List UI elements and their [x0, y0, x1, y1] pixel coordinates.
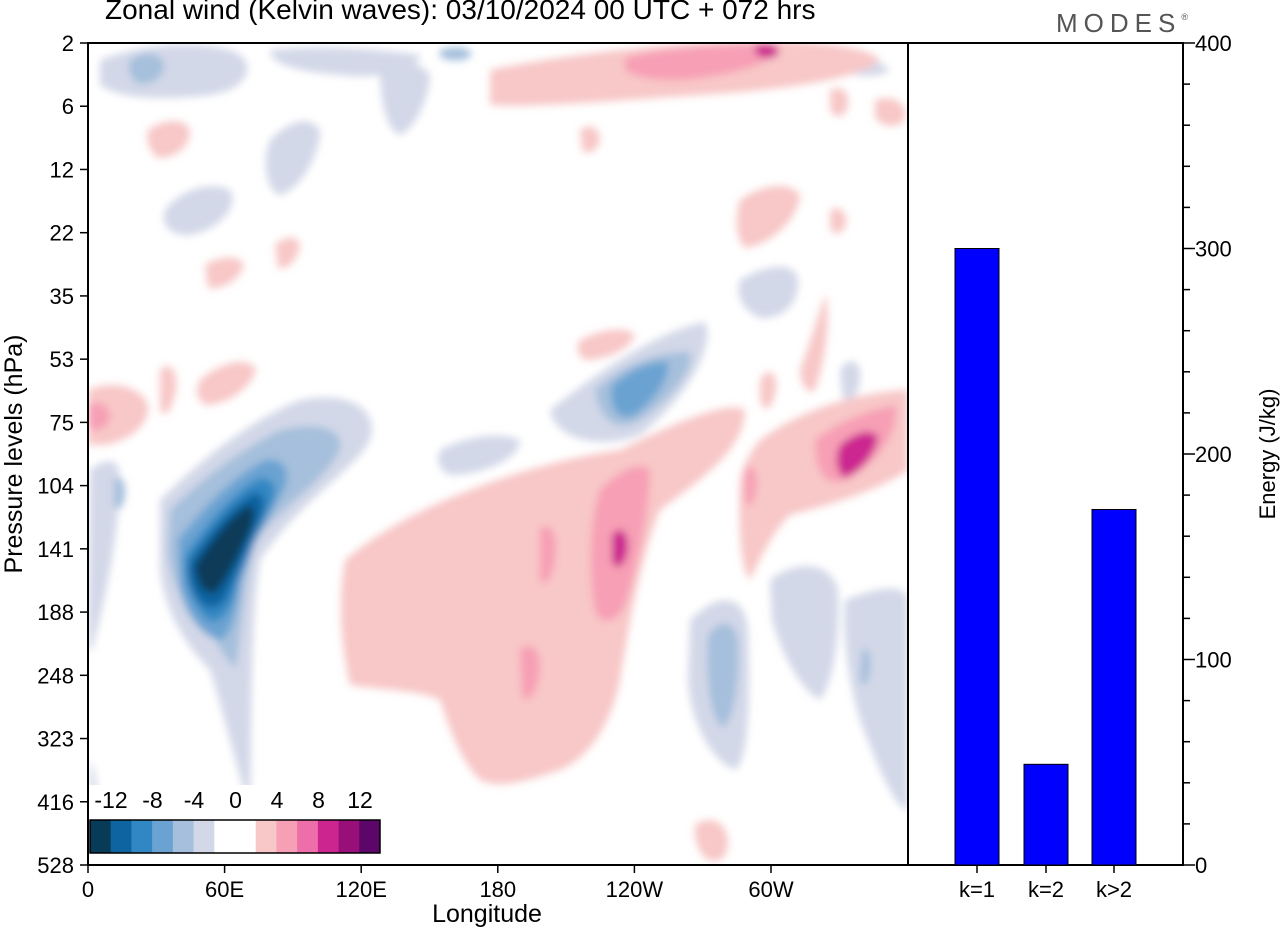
- y-tick-label: 104: [37, 474, 74, 499]
- brand-mark: ®: [1181, 12, 1188, 22]
- y-tick-label: 323: [37, 727, 74, 752]
- y-tick-label: 141: [37, 537, 74, 562]
- colorbar-swatch: [110, 820, 132, 853]
- y-tick-label: 6: [62, 94, 74, 119]
- bar-y-tick-label: 300: [1195, 237, 1232, 262]
- bar-y-tick-label: 100: [1195, 648, 1232, 673]
- colorbar-label: 8: [312, 787, 325, 813]
- x-tick-label: 180: [479, 877, 516, 902]
- colorbar-swatch: [152, 820, 174, 853]
- x-tick-label: 120E: [336, 877, 387, 902]
- colorbar-swatch: [214, 820, 236, 853]
- chart-title: Zonal wind (Kelvin waves): 03/10/2024 00…: [105, 0, 816, 25]
- colorbar-swatch: [338, 820, 360, 853]
- colorbar-swatch: [276, 820, 298, 853]
- bar-category-label: k>2: [1096, 877, 1132, 902]
- y-tick-label: 53: [50, 347, 74, 372]
- colorbar-label: -12: [94, 787, 127, 813]
- bar-axes: k=1 k=2 k>2 0 100 200 300 400 Energy (J/kg): [959, 31, 1280, 902]
- colorbar-frame: [89, 819, 381, 854]
- heatmap-region-peak-easterly: [195, 505, 254, 593]
- colorbar-swatch: [297, 820, 319, 853]
- heatmap-field: [88, 43, 908, 861]
- bar-y-tick-label: 200: [1195, 442, 1232, 467]
- y-tick-label: 75: [50, 410, 74, 435]
- colorbar-swatch: [317, 820, 340, 853]
- y-tick-label: 528: [37, 853, 74, 878]
- colorbar-swatch: [359, 820, 381, 853]
- y-tick-label: 12: [50, 157, 74, 182]
- brand-text: MODES: [1056, 8, 1182, 38]
- colorbar-label: -8: [142, 787, 162, 813]
- colorbar: -12 -8 -4 0 4 8 12: [88, 785, 384, 857]
- colorbar-swatch: [235, 820, 257, 853]
- colorbar-swatch: [131, 820, 153, 853]
- bar-y-axis-label: Energy (J/kg): [1255, 389, 1280, 520]
- y-axis-label: Pressure levels (hPa): [0, 335, 28, 574]
- y-tick-label: 248: [37, 663, 74, 688]
- colorbar-label: 12: [347, 787, 373, 813]
- brand-logo: MODES®: [1056, 8, 1188, 39]
- bar-frame: [907, 42, 1184, 866]
- x-tick-label: 120W: [606, 877, 664, 902]
- bar-category-label: k=2: [1028, 877, 1064, 902]
- colorbar-label: 0: [229, 787, 242, 813]
- y-tick-label: 2: [62, 31, 74, 56]
- x-tick-label: 0: [82, 877, 94, 902]
- colorbar-swatch: [255, 820, 277, 853]
- colorbar-label: 4: [271, 787, 284, 813]
- x-axis-label: Longitude: [432, 900, 542, 928]
- bar-k=2: [1023, 763, 1069, 866]
- bar-k=1: [954, 248, 1000, 866]
- y-tick-label: 22: [50, 221, 74, 246]
- y-tick-label: 188: [37, 600, 74, 625]
- x-tick-label: 60E: [205, 877, 244, 902]
- y-tick-label: 35: [50, 284, 74, 309]
- x-tick-label: 60W: [748, 877, 793, 902]
- heatmap-region-very-strong-westerly: [612, 43, 878, 567]
- bar-category-label: k=1: [959, 877, 995, 902]
- bar-chart: [954, 248, 1137, 866]
- bar-k>2: [1091, 508, 1137, 866]
- colorbar-swatch: [172, 820, 195, 853]
- colorbar-swatch: [90, 820, 112, 853]
- bar-y-tick-label: 0: [1195, 853, 1207, 878]
- y-tick-label: 416: [37, 790, 74, 815]
- colorbar-label: -4: [184, 787, 205, 813]
- colorbar-swatch: [193, 820, 215, 853]
- bar-y-tick-label: 400: [1195, 31, 1232, 56]
